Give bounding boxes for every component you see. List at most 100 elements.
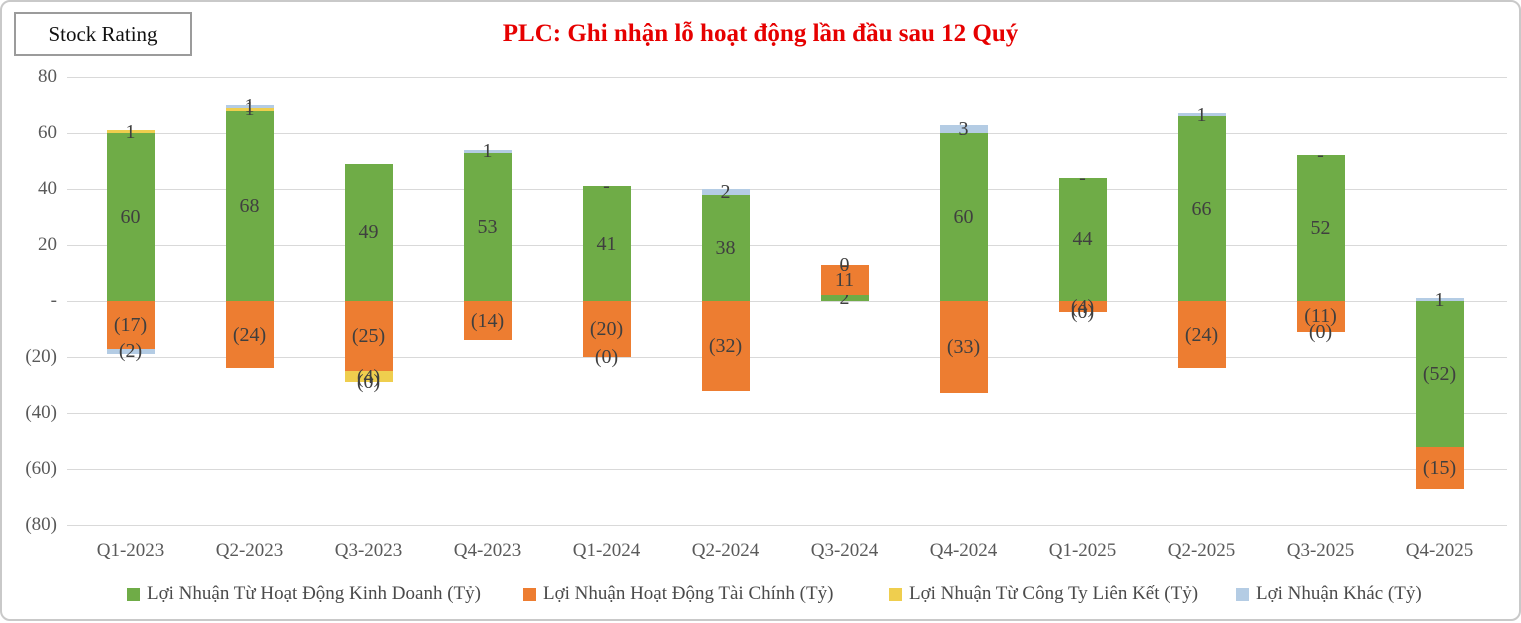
data-label: 38 [715, 236, 736, 259]
bar-segment-operating [939, 133, 988, 301]
bar-segment-other [463, 149, 512, 153]
data-label: 49 [358, 221, 379, 244]
bar-segment-operating [1058, 177, 1107, 301]
data-label: (0) [594, 346, 619, 368]
y-axis-tick-label: (20) [25, 346, 57, 367]
bar-segment-affiliates [225, 107, 274, 111]
gridline [67, 189, 1507, 190]
bar-segment-financial [1415, 446, 1464, 489]
gridline [67, 413, 1507, 414]
legend-label: Lợi Nhuận Từ Hoạt Động Kinh Doanh (Tỷ) [147, 583, 481, 604]
bar-segment-other [1177, 113, 1226, 117]
y-axis-tick-label: - [50, 290, 57, 311]
bar-segment-affiliates [344, 371, 393, 383]
y-axis-tick-label: 20 [38, 234, 57, 255]
data-label: (0) [1308, 320, 1333, 343]
data-label: 1 [1434, 288, 1445, 311]
data-label: (0) [356, 371, 381, 394]
data-label: (24) [1184, 323, 1219, 346]
bar-segment-operating [344, 163, 393, 301]
data-label: 52 [1310, 217, 1331, 240]
y-axis-tick-label: 60 [38, 122, 57, 143]
x-axis-tick-label: Q4-2024 [929, 540, 998, 561]
data-label: - [1079, 166, 1086, 189]
data-label: (11) [1304, 305, 1337, 328]
data-label: 11 [834, 269, 855, 291]
chart-title: PLC: Ghi nhận lỗ hoạt động lần đầu sau 1… [502, 20, 1019, 47]
data-label: (33) [946, 336, 981, 359]
gridline [67, 469, 1507, 470]
data-label: (4) [1070, 295, 1095, 318]
data-label: 2 [720, 180, 731, 203]
data-label: (4) [356, 365, 381, 388]
bar-segment-financial [106, 301, 155, 349]
bar-segment-financial [1058, 301, 1107, 313]
bar-segment-other [1415, 298, 1464, 301]
bar-segment-operating [1296, 155, 1345, 301]
y-axis-tick-label: 80 [38, 66, 57, 87]
bar-segment-operating [1177, 116, 1226, 301]
data-label: 53 [477, 215, 498, 238]
data-label: 41 [596, 232, 617, 255]
legend-item: Lợi Nhuận Hoạt Động Tài Chính (Tỷ) [523, 583, 833, 605]
bar-segment-operating [463, 152, 512, 301]
y-axis-tick-label: 40 [38, 178, 57, 199]
x-axis-tick-label: Q2-2024 [691, 540, 760, 561]
data-label: (52) [1422, 362, 1457, 385]
bar-segment-operating [820, 295, 869, 301]
data-label: 60 [120, 206, 141, 228]
bar-segment-financial [1296, 301, 1345, 332]
bar-segment-other [225, 105, 274, 108]
gridline [67, 133, 1507, 134]
legend-item: Lợi Nhuận Từ Hoạt Động Kinh Doanh (Tỷ) [127, 583, 481, 605]
data-label: (17) [113, 313, 148, 336]
gridline [67, 301, 1507, 302]
legend-swatch-icon [127, 587, 140, 601]
x-axis-tick-label: Q4-2025 [1405, 540, 1474, 561]
data-label: (24) [232, 323, 267, 346]
x-axis-tick-label: Q3-2024 [810, 540, 879, 561]
bar-segment-financial [225, 301, 274, 369]
data-label: 1 [482, 140, 493, 163]
x-axis-tick-label: Q1-2025 [1048, 540, 1117, 561]
data-label: 60 [953, 206, 974, 228]
legend-label: Lợi Nhuận Từ Công Ty Liên Kết (Tỷ) [909, 583, 1199, 604]
x-axis-tick-label: Q2-2025 [1167, 540, 1236, 561]
legend-label: Lợi Nhuận Hoạt Động Tài Chính (Tỷ) [543, 583, 834, 604]
x-axis-tick-label: Q3-2023 [334, 540, 403, 561]
data-label: 1 [125, 120, 136, 143]
data-label: 1 [244, 98, 255, 121]
data-label: 1 [244, 95, 255, 118]
gridline [67, 245, 1507, 246]
data-label: (20) [589, 318, 624, 340]
data-label: (2) [118, 340, 143, 363]
legend-item: Lợi Nhuận Từ Công Ty Liên Kết (Tỷ) [889, 583, 1198, 605]
bar-segment-financial [701, 301, 750, 391]
data-label: 0 [839, 253, 850, 276]
bar-segment-operating [701, 194, 750, 301]
bar-segment-operating [1415, 301, 1464, 447]
gridline [67, 357, 1507, 358]
data-label: 1 [1196, 103, 1207, 126]
legend-item: Lợi Nhuận Khác (Tỷ) [1236, 583, 1422, 605]
x-axis-tick-label: Q2-2023 [215, 540, 284, 561]
data-label: - [841, 253, 848, 276]
bar-segment-other [939, 124, 988, 133]
x-axis-tick-label: Q4-2023 [453, 540, 522, 561]
data-label: (14) [470, 309, 505, 332]
data-label: (15) [1422, 456, 1457, 479]
legend-label: Lợi Nhuận Khác (Tỷ) [1256, 583, 1422, 604]
data-label: (25) [351, 325, 386, 347]
bar-segment-financial [820, 264, 869, 296]
y-axis-tick-label: (60) [25, 458, 57, 479]
bar-segment-other [106, 348, 155, 355]
y-axis-tick-label: (40) [25, 402, 57, 423]
bar-segment-operating [106, 133, 155, 301]
bar-segment-financial [1177, 301, 1226, 369]
gridline [67, 77, 1507, 78]
bar-segment-operating [225, 110, 274, 301]
bar-segment-financial [463, 301, 512, 341]
data-label: 68 [239, 194, 260, 217]
